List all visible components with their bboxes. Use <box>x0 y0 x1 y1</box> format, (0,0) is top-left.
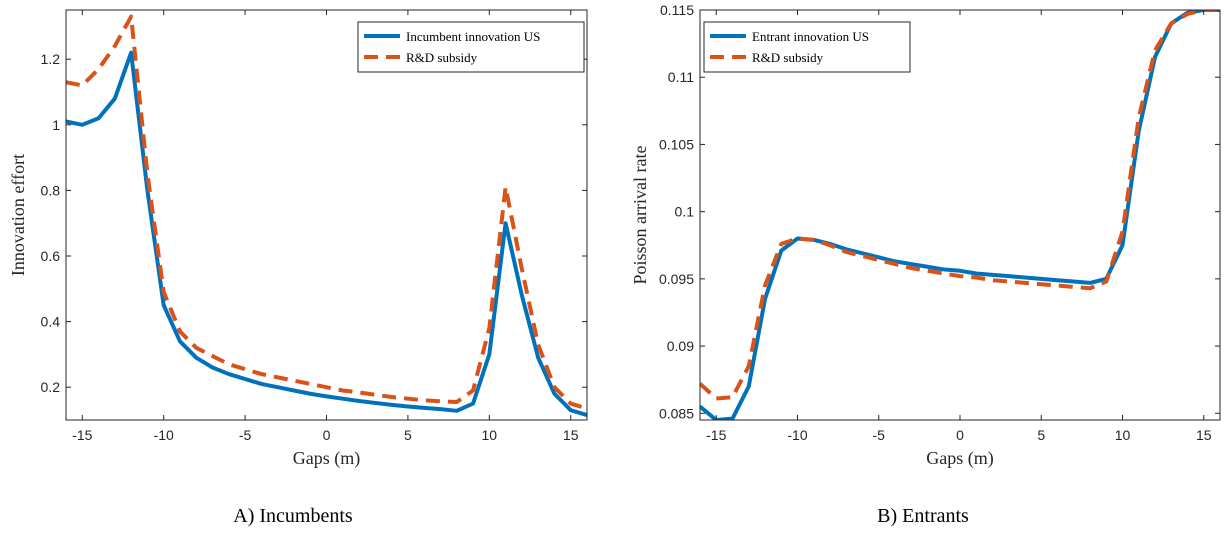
x-tick-label: 10 <box>482 427 498 443</box>
legend-label-2: R&D subsidy <box>406 50 478 65</box>
y-tick-label: 0.11 <box>668 69 694 85</box>
chart-entrants: -15 -10 -5 0 5 10 15 0.085 0.09 0.095 0.1 0.105 0.11… <box>630 2 1221 469</box>
x-tick-label: -15 <box>706 427 726 443</box>
y-tick-label: 1 <box>52 117 60 133</box>
x-tick-label: -10 <box>154 427 174 443</box>
x-tick-label: 0 <box>956 427 964 443</box>
legend: Incumbent innovation US R&D subsidy <box>357 21 585 73</box>
y-tick-label: 0.6 <box>41 248 61 264</box>
series-line-1 <box>66 50 587 417</box>
y-tick-label: 0.085 <box>659 405 694 421</box>
x-tick-label: 5 <box>404 427 412 443</box>
legend-box <box>357 21 585 73</box>
y-tick-label: 1.2 <box>41 51 61 67</box>
x-tick-label: 0 <box>323 427 331 443</box>
x-axis-label: Gaps (m) <box>293 448 360 469</box>
x-tick-label: -10 <box>787 427 807 443</box>
x-tick-label: -5 <box>239 427 252 443</box>
series-line-2 <box>700 10 1220 401</box>
chart-incumbents: -15 -10 -5 0 5 10 15 0.2 0.4 0.6 0.8 1 1.2 Gaps (m) In… <box>8 9 588 469</box>
y-tick-label: 0.115 <box>660 2 694 18</box>
x-tick-label: -15 <box>72 427 92 443</box>
x-tick-label: 5 <box>1037 427 1045 443</box>
y-tick-label: 0.09 <box>667 338 694 354</box>
y-tick-label: 0.095 <box>659 271 694 287</box>
caption-incumbents: A) Incumbents <box>233 505 353 527</box>
legend-label-2: R&D subsidy <box>752 50 824 65</box>
y-axis-label: Poisson arrival rate <box>630 146 650 285</box>
y-tick-label: 0.4 <box>41 314 61 330</box>
y-tick-label: 0.8 <box>41 182 61 198</box>
x-axis-label: Gaps (m) <box>926 448 993 469</box>
caption-entrants: B) Entrants <box>877 505 969 527</box>
y-tick-label: 0.1 <box>675 204 695 220</box>
x-tick-label: 15 <box>1196 427 1212 443</box>
y-tick-label: 0.2 <box>41 379 61 395</box>
x-tick-label: 15 <box>563 427 579 443</box>
y-tick-label: 0.105 <box>659 136 694 152</box>
y-axis-label: Innovation effort <box>8 154 28 276</box>
legend: Entrant innovation US R&D subsidy <box>703 21 911 73</box>
legend-box <box>703 21 911 73</box>
legend-label-1: Incumbent innovation US <box>406 29 540 44</box>
x-tick-label: 10 <box>1115 427 1131 443</box>
x-tick-label: -5 <box>873 427 886 443</box>
legend-label-1: Entrant innovation US <box>752 29 869 44</box>
series-line-2 <box>66 14 587 411</box>
